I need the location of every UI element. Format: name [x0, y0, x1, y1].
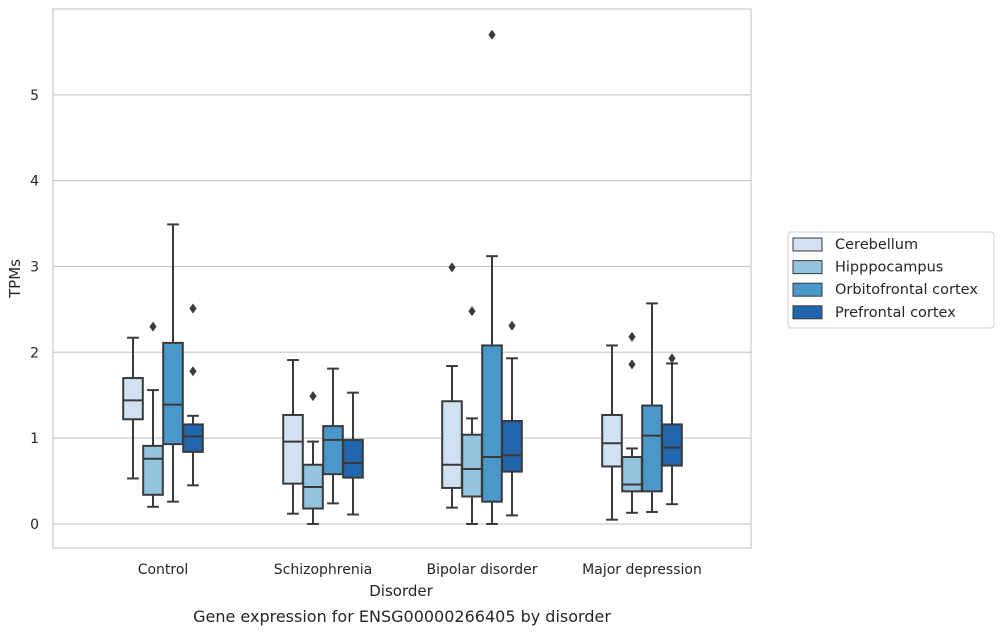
box — [182, 423, 204, 453]
legend-label: Hipppocampus — [835, 260, 943, 276]
legend: Cerebellum Hipppocampus Orbitofrontal cort… — [787, 231, 995, 329]
box-group — [322, 367, 344, 505]
legend-swatch — [792, 305, 823, 320]
legend-swatch — [792, 237, 823, 252]
legend-swatch — [792, 260, 823, 275]
outlier-point — [668, 353, 676, 364]
box — [122, 377, 144, 421]
y-tick-label: 3 — [30, 259, 39, 275]
box — [461, 433, 483, 498]
legend-frame — [787, 231, 995, 329]
box — [641, 404, 663, 493]
legend-label: Prefrontal cortex — [835, 305, 956, 321]
box-group — [342, 391, 364, 516]
legend-label: Cerebellum — [835, 237, 918, 253]
box-group — [302, 391, 324, 525]
x-tick-label: Major depression — [582, 562, 702, 578]
legend-label: Orbitofrontal cortex — [835, 282, 978, 298]
box — [322, 425, 344, 476]
y-tick-label: 1 — [30, 431, 39, 447]
box-group — [441, 262, 463, 509]
boxes — [122, 29, 683, 525]
box-group — [122, 336, 144, 480]
box-group — [641, 302, 663, 513]
outlier-point — [508, 320, 516, 331]
outlier-point — [149, 321, 157, 332]
box-group — [661, 353, 683, 506]
outlier-point — [448, 262, 456, 273]
box — [142, 444, 164, 496]
x-axis-ticks: Control Schizophrenia Bipolar disorder Majo… — [138, 562, 702, 578]
x-tick-label: Bipolar disorder — [426, 562, 537, 578]
y-tick-label: 4 — [30, 174, 39, 190]
y-tick-label: 2 — [30, 345, 39, 361]
box — [481, 344, 503, 503]
box — [661, 423, 683, 467]
outlier-point — [468, 306, 476, 317]
box-group — [162, 223, 184, 503]
box — [441, 400, 463, 489]
plot-frame — [52, 8, 752, 549]
y-axis-title: TPMs — [6, 259, 24, 299]
y-tick-label: 0 — [30, 517, 39, 533]
x-tick-label: Control — [138, 562, 189, 578]
box-group — [282, 359, 304, 515]
y-tick-label: 5 — [30, 88, 39, 104]
box — [621, 456, 643, 493]
outlier-point — [488, 29, 496, 40]
box-group — [142, 321, 164, 508]
box-group — [461, 306, 483, 525]
x-axis-title: Disorder — [369, 582, 433, 600]
box — [282, 413, 304, 485]
box-group — [481, 29, 503, 525]
legend-swatch — [792, 282, 823, 297]
outlier-point — [189, 366, 197, 377]
box-group — [621, 331, 643, 514]
box — [342, 438, 364, 479]
box-group — [601, 344, 623, 521]
box-group — [182, 303, 204, 487]
box-group — [501, 320, 523, 517]
outlier-point — [309, 391, 317, 402]
outlier-point — [628, 359, 636, 370]
x-tick-label: Schizophrenia — [274, 562, 372, 578]
outlier-point — [628, 331, 636, 342]
y-axis-ticks: 0 1 2 3 4 5 — [30, 88, 39, 533]
box — [501, 419, 523, 473]
chart-caption: Gene expression for ENSG00000266405 by d… — [193, 607, 611, 626]
box — [162, 341, 184, 446]
outlier-point — [189, 303, 197, 314]
box — [601, 413, 623, 468]
